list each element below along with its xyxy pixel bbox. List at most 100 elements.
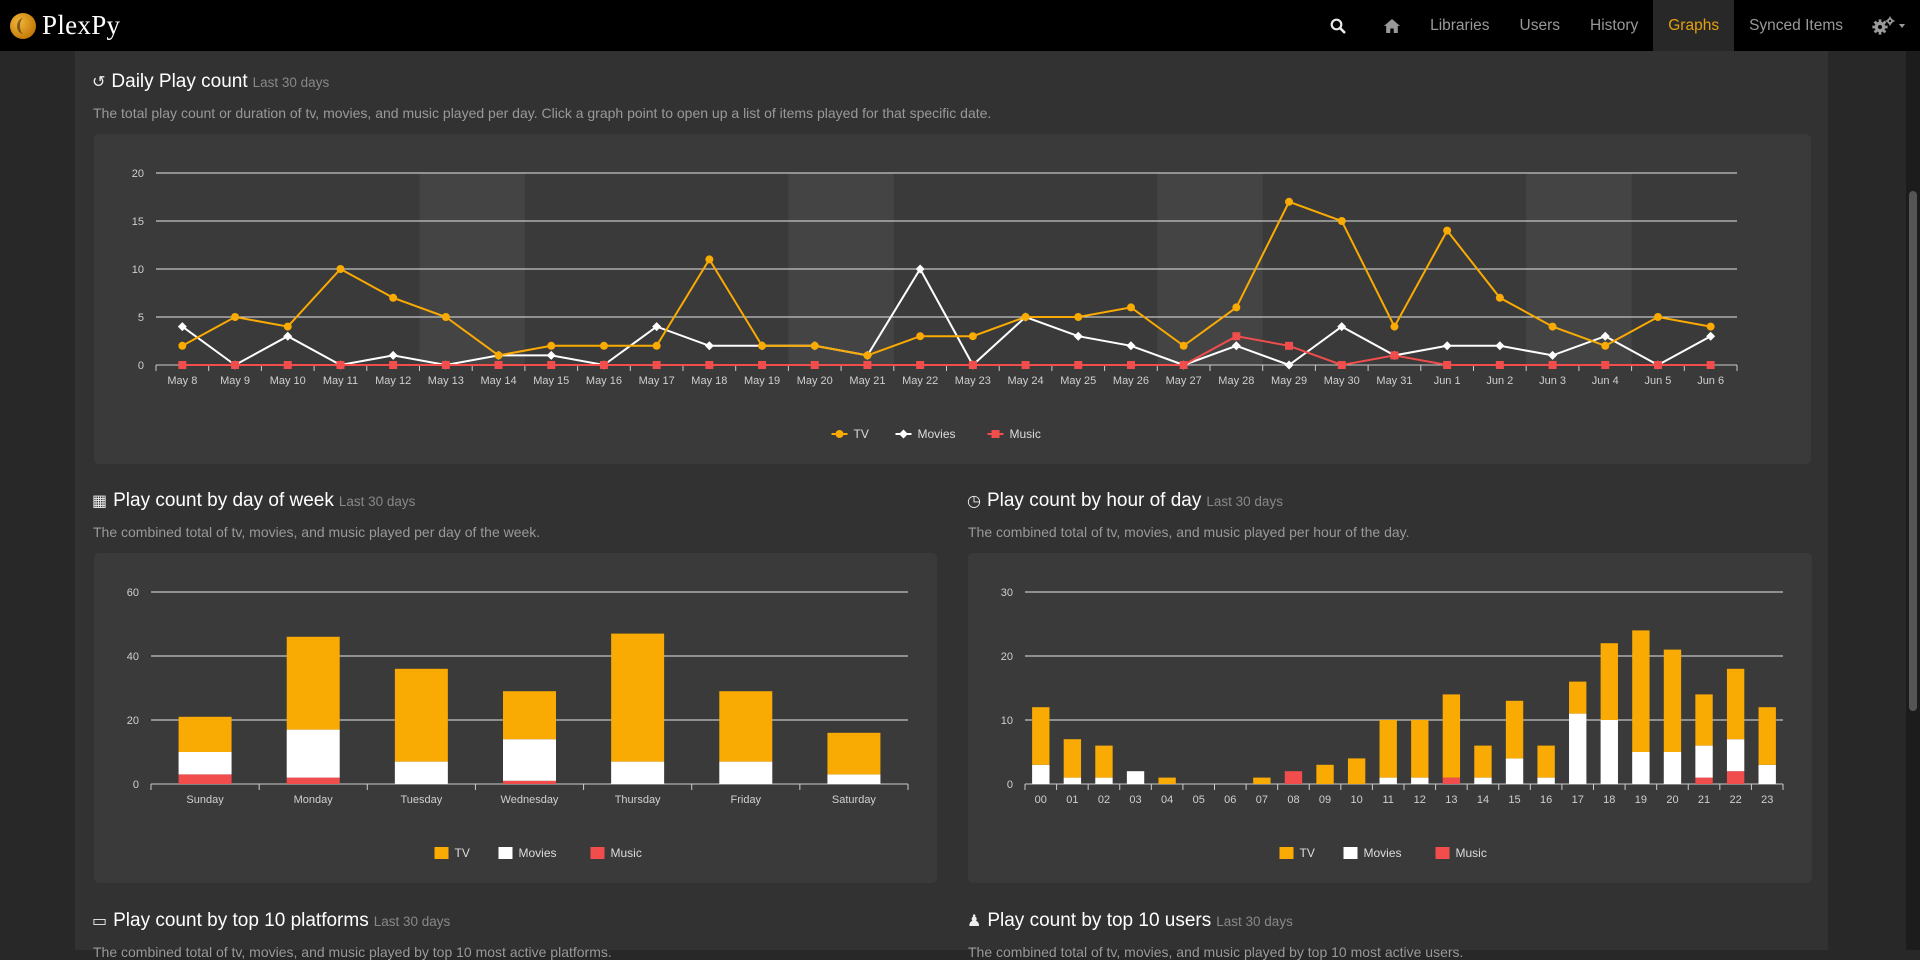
data-point-movies[interactable] (546, 350, 556, 360)
data-point-music[interactable] (494, 361, 503, 369)
data-point-tv[interactable] (968, 332, 977, 341)
data-point-music[interactable] (652, 361, 661, 369)
bar-tv[interactable] (1726, 668, 1745, 740)
bar-tv[interactable] (503, 691, 556, 740)
data-point-movies[interactable] (388, 350, 398, 360)
data-point-music[interactable] (1232, 332, 1241, 341)
legend-item-tv[interactable]: TV (831, 427, 869, 441)
nav-synced-items[interactable]: Synced Items (1749, 17, 1843, 34)
bar-tv[interactable] (1600, 643, 1618, 720)
legend-item-tv[interactable]: TV (1279, 846, 1315, 860)
data-point-tv[interactable] (1337, 217, 1346, 225)
data-point-tv[interactable] (1126, 303, 1135, 312)
bar-tv[interactable] (1505, 700, 1524, 759)
bar-tv[interactable] (719, 691, 773, 762)
bar-movies[interactable] (827, 774, 881, 784)
data-point-tv[interactable] (810, 341, 819, 350)
daily-chart-svg[interactable]: 0 5 10 15 20 May 8 May 9 May 10 May 11 May 12 May … (94, 134, 1811, 464)
data-point-music[interactable] (547, 361, 556, 369)
data-point-tv[interactable] (1443, 226, 1452, 235)
bar-music[interactable] (1726, 771, 1745, 784)
data-point-music[interactable] (1706, 361, 1715, 369)
legend-item-movies[interactable]: Movies (498, 846, 557, 860)
bar-movies[interactable] (1632, 752, 1650, 784)
bar-movies[interactable] (1663, 752, 1682, 784)
bar-music[interactable] (503, 780, 556, 784)
legend-item-music[interactable]: Music (987, 427, 1041, 441)
data-point-tv[interactable] (599, 341, 608, 350)
bar-movies[interactable] (1379, 777, 1397, 784)
day-of-week-chart[interactable]: 0 20 40 60 Sunday Monday Tuesday Wednesday Thurs… (94, 553, 937, 883)
data-point-movies[interactable] (1337, 322, 1347, 332)
bar-tv[interactable] (286, 636, 340, 730)
bar-tv[interactable] (827, 732, 881, 775)
data-point-movies[interactable] (177, 322, 187, 332)
data-point-tv[interactable] (1706, 322, 1715, 331)
data-point-music[interactable] (1443, 361, 1452, 369)
bar-tv[interactable] (1474, 745, 1492, 778)
legend-item-music[interactable]: Music (1435, 846, 1487, 860)
hour-chart-svg[interactable]: 0 10 20 30 00 01 02 03 04 05 06 07 08 09 10 11 12 13 14 15 1… (968, 553, 1812, 883)
bar-movies[interactable] (1126, 771, 1145, 784)
bar-movies[interactable] (1411, 777, 1429, 784)
bar-tv[interactable] (1379, 720, 1397, 778)
data-point-music[interactable] (389, 361, 398, 369)
data-point-tv[interactable] (1548, 322, 1557, 331)
data-point-music[interactable] (1601, 361, 1610, 369)
data-point-movies[interactable] (1231, 341, 1241, 351)
data-point-music[interactable] (1653, 361, 1662, 369)
data-point-music[interactable] (1179, 361, 1188, 369)
bar-tv[interactable] (1316, 764, 1334, 784)
data-point-tv[interactable] (283, 322, 292, 331)
data-point-tv[interactable] (178, 341, 187, 350)
bar-tv[interactable] (1758, 707, 1776, 765)
data-point-movies[interactable] (652, 322, 662, 332)
bar-tv[interactable] (1569, 681, 1587, 714)
bar-movies[interactable] (1695, 745, 1713, 778)
data-point-tv[interactable] (1653, 313, 1662, 321)
bar-movies[interactable] (611, 761, 665, 784)
data-point-tv[interactable] (336, 265, 345, 273)
bar-tv[interactable] (1032, 707, 1050, 765)
data-point-music[interactable] (441, 361, 450, 369)
data-point-tv[interactable] (389, 293, 398, 302)
bar-movies[interactable] (1726, 739, 1745, 772)
daily-play-count-chart[interactable]: 0 5 10 15 20 May 8 May 9 May 10 May 11 May 12 May … (94, 134, 1811, 464)
data-point-music[interactable] (283, 361, 292, 369)
data-point-music[interactable] (599, 361, 608, 369)
bar-movies[interactable] (1505, 758, 1524, 784)
bar-music[interactable] (1695, 777, 1713, 784)
brand[interactable]: PlexPy (10, 10, 120, 41)
bar-tv[interactable] (1253, 777, 1271, 784)
data-point-tv[interactable] (916, 332, 925, 341)
legend-item-music[interactable]: Music (590, 846, 642, 860)
data-point-tv[interactable] (1179, 341, 1188, 350)
bar-movies[interactable] (1569, 713, 1587, 784)
data-point-music[interactable] (1285, 341, 1294, 350)
data-point-music[interactable] (968, 361, 977, 369)
bar-music[interactable] (286, 777, 340, 784)
bar-tv[interactable] (611, 633, 665, 762)
data-point-movies[interactable] (283, 331, 293, 341)
scrollbar-thumb[interactable] (1909, 191, 1917, 711)
data-point-movies[interactable] (1284, 360, 1294, 370)
legend-item-movies[interactable]: Movies (1343, 846, 1402, 860)
legend-item-movies[interactable]: Movies (895, 427, 956, 441)
data-point-music[interactable] (1126, 361, 1135, 369)
bar-tv[interactable] (1632, 630, 1650, 752)
data-point-music[interactable] (863, 361, 872, 369)
data-point-music[interactable] (1495, 361, 1504, 369)
bar-tv[interactable] (1442, 694, 1461, 778)
home-button[interactable] (1369, 0, 1415, 51)
data-point-tv[interactable] (1390, 322, 1399, 331)
data-point-music[interactable] (916, 361, 925, 369)
data-point-movies[interactable] (1495, 341, 1505, 351)
data-point-tv[interactable] (758, 341, 767, 350)
settings-dropdown[interactable] (1858, 0, 1920, 51)
bar-movies[interactable] (1095, 777, 1113, 784)
data-point-music[interactable] (1390, 351, 1399, 360)
data-point-music[interactable] (1548, 361, 1557, 369)
legend-item-tv[interactable]: TV (434, 846, 470, 860)
data-point-tv[interactable] (1285, 197, 1294, 206)
bar-tv[interactable] (1537, 745, 1555, 778)
